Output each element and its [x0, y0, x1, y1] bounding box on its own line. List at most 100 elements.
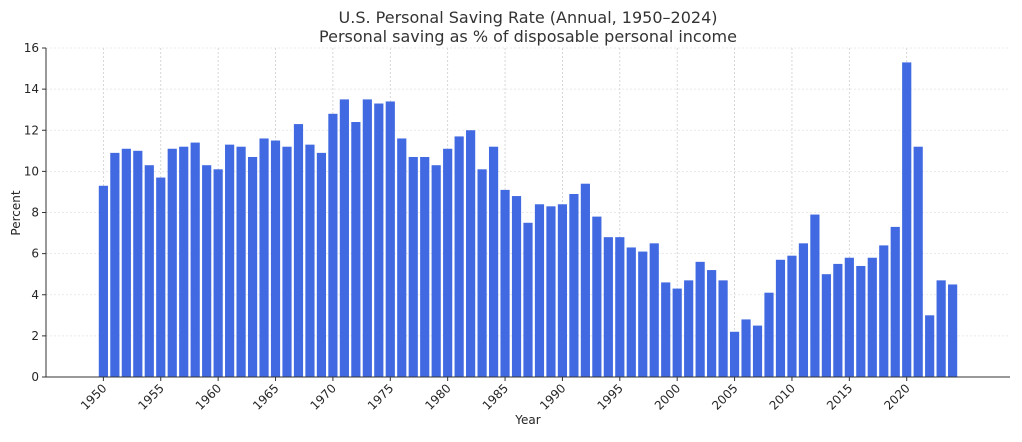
y-axis-label: Percent	[9, 190, 23, 235]
x-tick-label: 1965	[250, 381, 281, 412]
x-tick-label: 1975	[365, 381, 396, 412]
bar-1980	[443, 148, 453, 377]
bar-1955	[156, 177, 166, 377]
y-tick-label: 6	[31, 247, 39, 261]
chart-title: U.S. Personal Saving Rate (Annual, 1950–…	[339, 8, 718, 27]
bar-1981	[454, 136, 464, 377]
bar-1954	[144, 165, 154, 377]
bar-1977	[408, 156, 418, 377]
x-tick-label: 1970	[308, 381, 339, 412]
x-tick-label: 2005	[709, 381, 740, 412]
y-tick-label: 0	[31, 370, 39, 384]
bar-1982	[466, 130, 476, 377]
bar-1987	[523, 222, 533, 377]
bar-1967	[293, 124, 304, 377]
bar-1978	[420, 156, 430, 377]
y-tick-label: 14	[24, 82, 39, 96]
x-tick-label: 1990	[537, 381, 568, 412]
bars	[98, 62, 958, 378]
bar-1962	[236, 146, 246, 377]
x-tick-label: 2015	[824, 381, 855, 412]
x-tick-label: 2020	[881, 381, 912, 412]
x-tick-label: 2000	[652, 381, 683, 412]
bar-2011	[798, 243, 809, 377]
bar-2019	[890, 226, 900, 377]
bar-2007	[752, 325, 763, 377]
bar-1956	[167, 148, 177, 377]
bar-1971	[339, 99, 349, 377]
bar-1986	[511, 196, 522, 377]
bar-1963	[247, 156, 258, 377]
bar-2004	[718, 280, 728, 377]
x-tick-label: 2010	[767, 381, 798, 412]
bar-1964	[259, 138, 269, 377]
bar-2017	[867, 257, 877, 377]
bar-1969	[316, 152, 327, 377]
bar-1999	[661, 282, 671, 377]
bar-1951	[110, 152, 120, 377]
bar-2022	[925, 315, 935, 377]
bar-1968	[305, 144, 315, 377]
bar-2005	[729, 331, 740, 377]
bar-2014	[833, 263, 843, 377]
bar-1994	[603, 237, 613, 377]
bar-1983	[477, 169, 487, 377]
bar-2013	[821, 274, 831, 377]
bar-1979	[431, 165, 441, 377]
bar-1957	[179, 146, 189, 377]
bar-1952	[121, 148, 131, 377]
bar-1974	[374, 103, 384, 378]
bar-1976	[397, 138, 407, 377]
bar-1972	[351, 122, 361, 378]
y-tick-label: 10	[24, 164, 39, 178]
y-tick-label: 16	[24, 41, 39, 55]
bar-2023	[936, 280, 946, 377]
y-tick-label: 12	[24, 123, 39, 137]
bar-1973	[362, 99, 372, 377]
bar-1991	[569, 193, 579, 377]
bar-1997	[638, 251, 648, 377]
bar-1950	[98, 185, 108, 377]
bar-2016	[856, 265, 866, 377]
bar-2018	[879, 245, 889, 377]
x-tick-label: 1980	[422, 381, 453, 412]
bar-1965	[270, 140, 281, 377]
bar-1988	[534, 204, 545, 377]
bar-1966	[282, 146, 292, 377]
chart-subtitle: Personal saving as % of disposable perso…	[319, 27, 737, 46]
bar-1985	[500, 189, 510, 377]
x-axis-label: Year	[514, 413, 540, 427]
y-tick-label: 8	[31, 206, 39, 220]
bar-1961	[225, 144, 235, 377]
bar-1993	[592, 216, 602, 377]
x-tick-label: 1960	[193, 381, 224, 412]
x-tick-label: 1985	[480, 381, 511, 412]
x-tick-label: 1950	[78, 381, 109, 412]
bar-1958	[190, 142, 200, 377]
bar-2024	[948, 284, 958, 377]
bar-1975	[385, 101, 395, 378]
x-tick-label: 1955	[135, 381, 166, 412]
y-tick-label: 4	[31, 288, 39, 302]
bar-2009	[775, 259, 786, 377]
y-tick-label: 2	[31, 329, 39, 343]
x-tick-label: 1995	[594, 381, 625, 412]
bar-1953	[133, 150, 143, 377]
bar-2012	[810, 214, 820, 377]
bar-2008	[764, 292, 774, 377]
bar-2002	[695, 261, 705, 377]
bar-1984	[488, 146, 499, 377]
bar-1989	[546, 206, 556, 377]
bar-2010	[787, 255, 797, 377]
bar-1959	[202, 165, 212, 377]
bar-1998	[649, 243, 659, 377]
bar-2021	[913, 146, 923, 377]
bar-2000	[672, 288, 682, 377]
bar-1970	[328, 113, 338, 378]
bar-2001	[684, 280, 694, 377]
bar-2020	[902, 62, 912, 378]
bar-1996	[626, 247, 636, 377]
bar-1995	[615, 237, 625, 377]
